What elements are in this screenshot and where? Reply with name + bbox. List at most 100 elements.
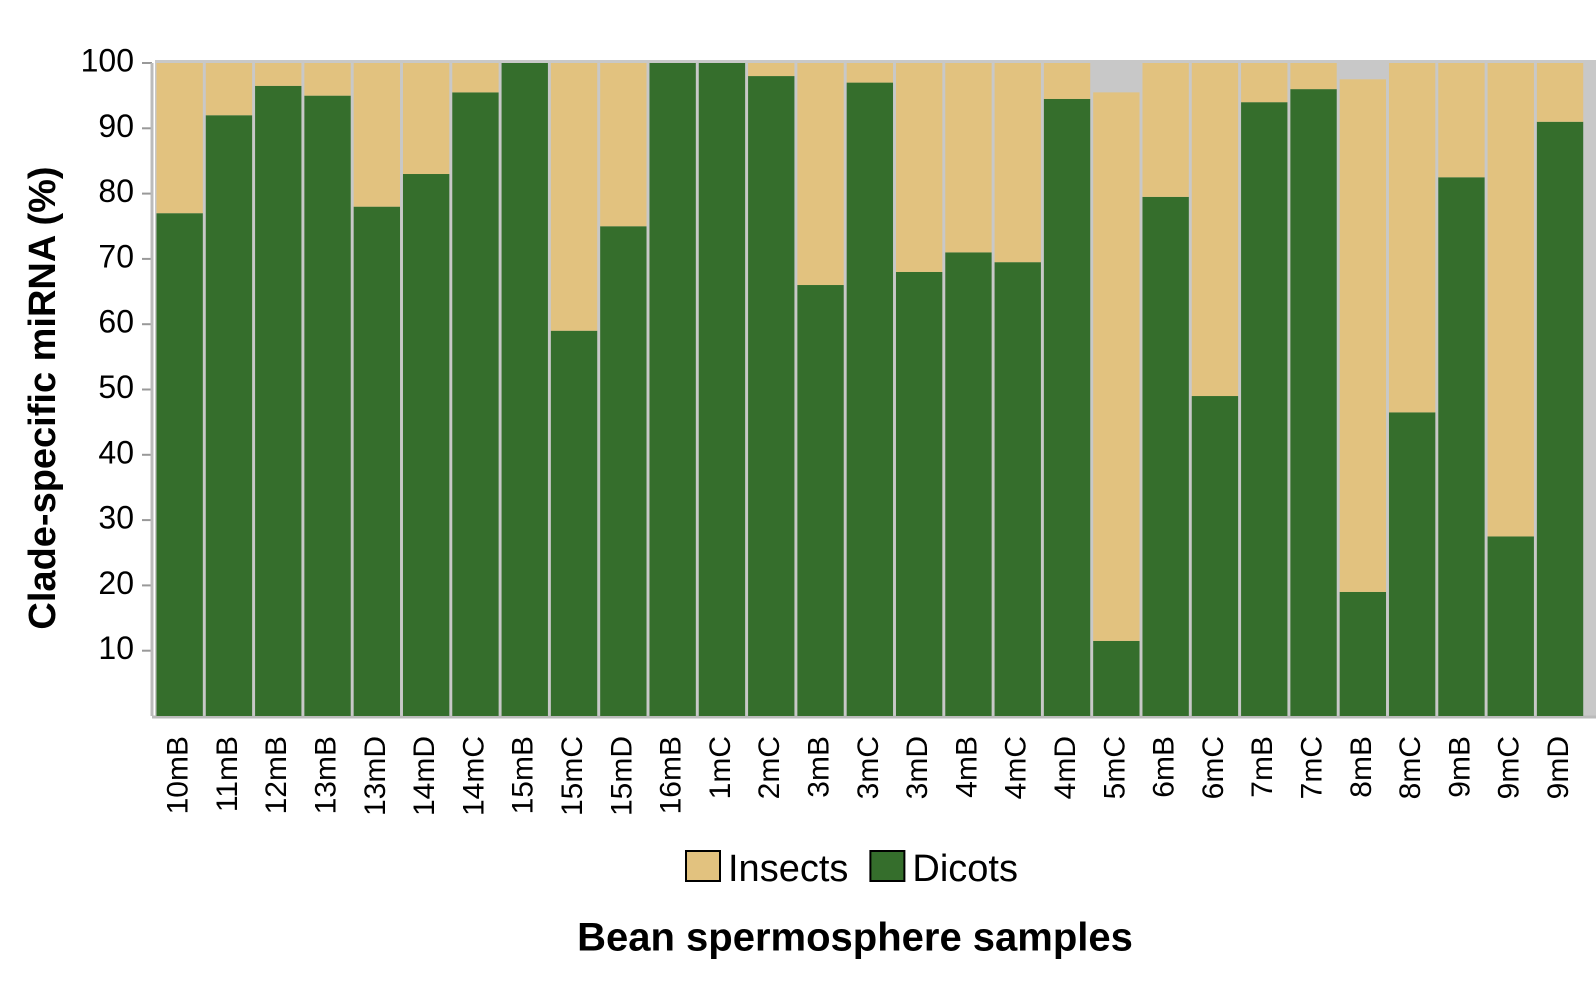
bar-segment bbox=[797, 285, 844, 716]
bar-segment bbox=[402, 174, 450, 716]
x-tick-label: 12mB bbox=[260, 736, 293, 814]
x-tick-label: 7mC bbox=[1295, 736, 1328, 799]
bar-segment bbox=[1290, 89, 1337, 717]
x-tick-label: 9mC bbox=[1493, 736, 1526, 799]
x-tick-label: 4mB bbox=[950, 736, 983, 798]
bar-segment bbox=[501, 63, 548, 716]
bar-segment bbox=[550, 63, 598, 331]
bar-segment bbox=[255, 63, 302, 86]
y-tick-label: 50 bbox=[98, 369, 134, 405]
bar-segment bbox=[1536, 121, 1584, 716]
y-tick-label: 30 bbox=[98, 500, 134, 536]
bar-segment bbox=[1093, 92, 1140, 641]
bar-segment bbox=[205, 115, 253, 717]
legend-label: Insects bbox=[728, 848, 848, 890]
x-tick-label: 8mC bbox=[1394, 736, 1427, 799]
bar-segment bbox=[698, 63, 746, 716]
y-axis-label: Clade-specific miRNA (%) bbox=[22, 166, 64, 629]
bar-segment bbox=[994, 262, 1041, 716]
x-tick-label: 13mD bbox=[359, 736, 392, 816]
x-tick-label: 7mB bbox=[1246, 736, 1279, 798]
y-tick-label: 70 bbox=[98, 238, 134, 274]
x-tick-label: 10mB bbox=[162, 736, 195, 814]
bar-segment bbox=[1438, 63, 1485, 178]
x-tick-label: 15mB bbox=[507, 736, 540, 814]
bar-segment bbox=[205, 63, 253, 116]
bar-segment bbox=[1487, 536, 1534, 716]
y-tick-label: 100 bbox=[81, 42, 134, 78]
bar-segment bbox=[846, 63, 894, 83]
bar-segment bbox=[1241, 102, 1288, 717]
x-tick-label: 9mD bbox=[1542, 736, 1575, 799]
x-tick-label: 6mB bbox=[1148, 736, 1181, 798]
x-tick-label: 3mD bbox=[901, 736, 934, 799]
x-tick-label: 11mB bbox=[211, 736, 244, 812]
bar-segment bbox=[1388, 412, 1436, 716]
bar-segment bbox=[846, 82, 894, 717]
x-tick-label: 4mC bbox=[1000, 736, 1033, 799]
bar-segment bbox=[600, 63, 647, 227]
bar-segment bbox=[1438, 177, 1485, 716]
x-tick-label: 5mC bbox=[1098, 736, 1131, 799]
bar-segment bbox=[895, 63, 943, 272]
bar-segment bbox=[402, 63, 450, 175]
legend-swatch bbox=[685, 850, 721, 882]
bar-segment bbox=[1536, 63, 1584, 122]
bar-segment bbox=[452, 92, 499, 716]
bar-segment bbox=[156, 63, 203, 214]
x-tick-label: 15mC bbox=[556, 736, 589, 816]
y-tick-label: 10 bbox=[98, 630, 134, 666]
y-tick-label: 20 bbox=[98, 565, 134, 601]
legend-swatch bbox=[869, 850, 906, 882]
bar-segment bbox=[452, 63, 499, 93]
bar-segment bbox=[1191, 63, 1239, 397]
bar-segment bbox=[1142, 196, 1189, 717]
bar-segment bbox=[353, 63, 401, 207]
x-tick-label: 15mD bbox=[605, 736, 638, 816]
x-tick-label: 6mC bbox=[1197, 736, 1230, 799]
bar-segment bbox=[550, 330, 598, 716]
x-tick-label: 16mB bbox=[655, 736, 688, 814]
x-tick-label: 3mB bbox=[802, 736, 835, 798]
x-axis-label: Bean spermosphere samples bbox=[577, 916, 1133, 960]
bar-segment bbox=[1339, 79, 1387, 592]
bar-segment bbox=[1339, 591, 1387, 716]
y-tick-label: 90 bbox=[98, 108, 134, 144]
bar-segment bbox=[1043, 63, 1091, 99]
legend-label: Dicots bbox=[912, 848, 1018, 890]
bar-segment bbox=[1388, 63, 1436, 413]
bar-segment bbox=[1142, 63, 1189, 197]
bar-segment bbox=[353, 206, 401, 716]
bar-segment bbox=[600, 226, 647, 716]
bar-segment bbox=[895, 271, 943, 716]
x-tick-label: 8mB bbox=[1345, 736, 1378, 798]
x-tick-label: 14mD bbox=[408, 736, 441, 816]
bar-segment bbox=[1191, 396, 1239, 716]
x-tick-label: 1mC bbox=[704, 736, 737, 799]
x-tick-label: 14mC bbox=[457, 736, 490, 816]
bar-segment bbox=[255, 85, 302, 717]
bar-segment bbox=[156, 213, 203, 716]
bar-segment bbox=[304, 95, 351, 716]
x-tick-label: 2mC bbox=[753, 736, 786, 799]
x-tick-label: 3mC bbox=[852, 736, 885, 799]
x-tick-label: 9mB bbox=[1443, 736, 1476, 798]
bar-segment bbox=[945, 252, 992, 716]
bar-segment bbox=[1093, 640, 1140, 716]
bar-segment bbox=[1043, 98, 1091, 717]
bar-segment bbox=[748, 76, 795, 716]
bar-segment bbox=[1241, 63, 1288, 103]
y-tick-label: 80 bbox=[98, 173, 134, 209]
x-tick-label: 13mB bbox=[309, 736, 342, 814]
y-tick-label: 60 bbox=[98, 304, 134, 340]
bar-segment bbox=[797, 63, 844, 286]
bar-segment bbox=[304, 63, 351, 96]
bar-segment bbox=[1290, 63, 1337, 90]
x-tick-label: 4mD bbox=[1049, 736, 1082, 799]
bar-segment bbox=[748, 63, 795, 77]
y-tick-label: 40 bbox=[98, 434, 134, 470]
bar-segment bbox=[1487, 63, 1534, 537]
bar-segment bbox=[994, 63, 1041, 263]
bar-segment bbox=[649, 63, 696, 716]
